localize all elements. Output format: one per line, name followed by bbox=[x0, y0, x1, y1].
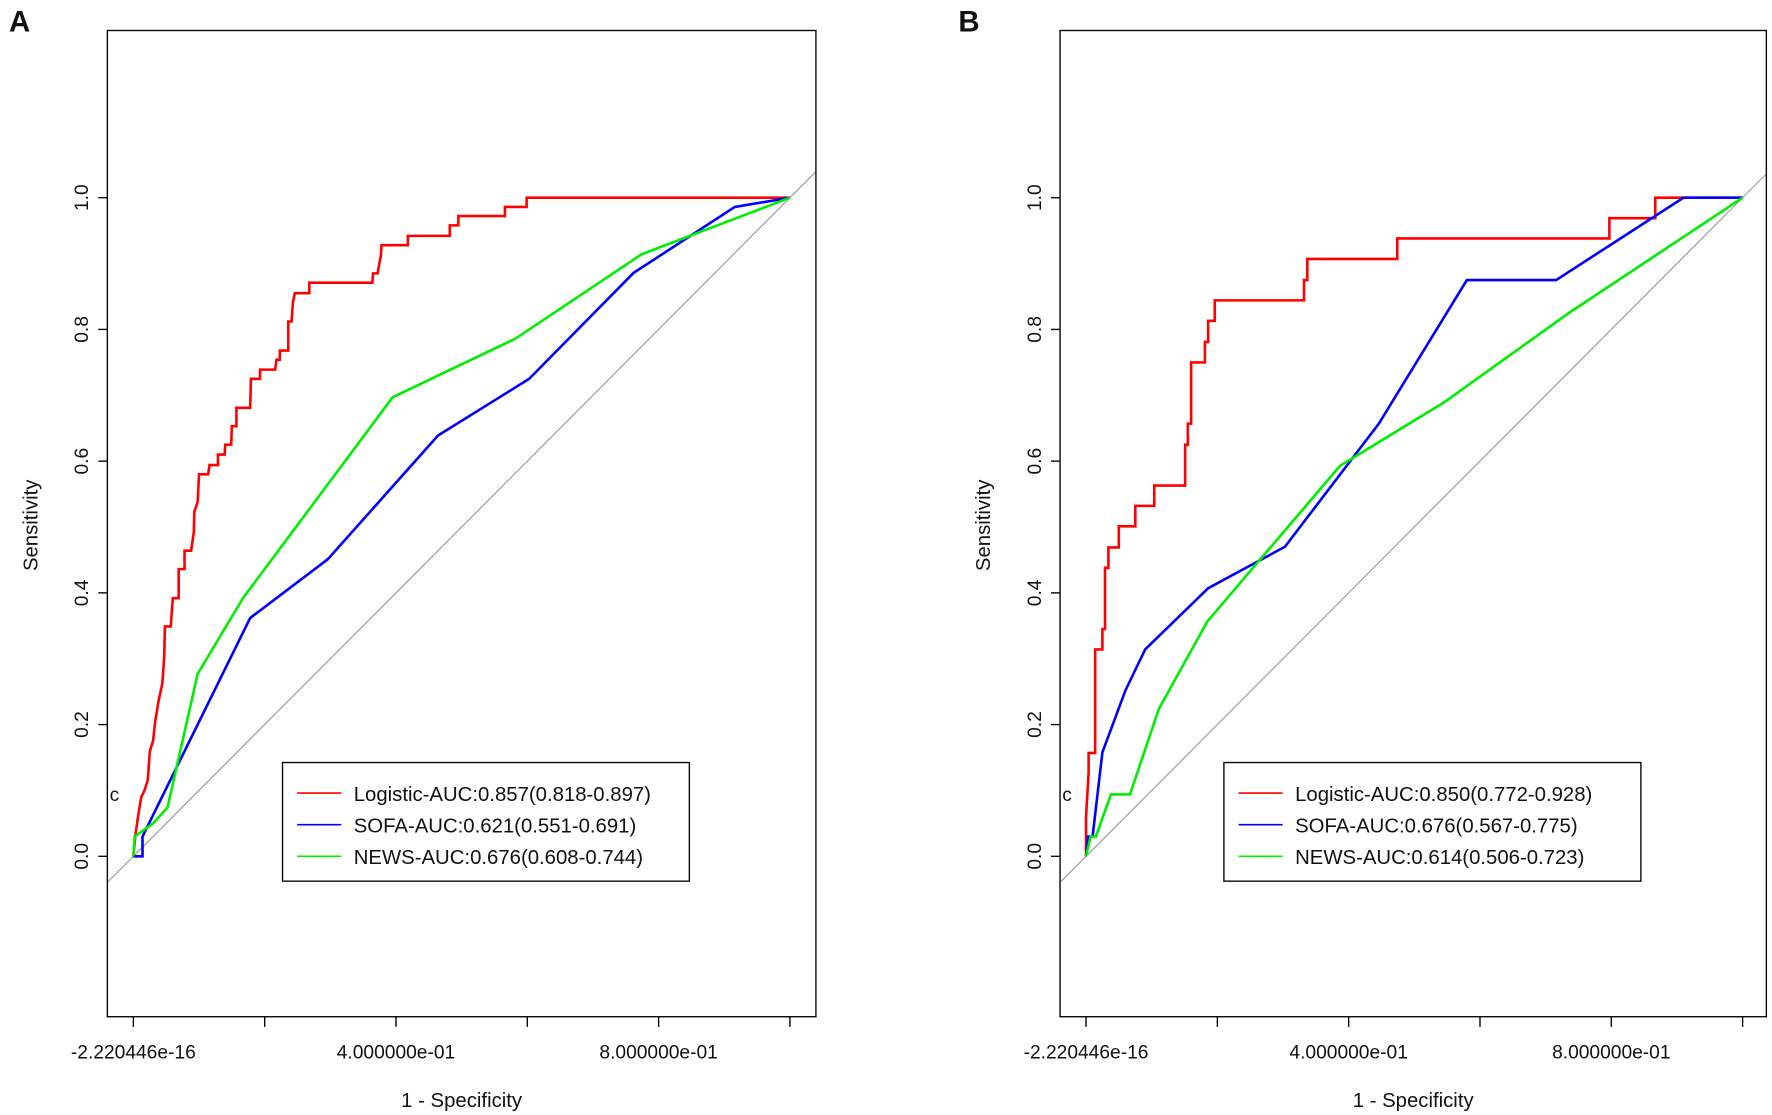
annotation-c: c bbox=[1062, 785, 1072, 806]
roc-curve-logistic bbox=[132, 196, 790, 857]
y-tick-label: 1.0 bbox=[72, 184, 93, 211]
x-tick-label: 4.000000e-01 bbox=[337, 1043, 455, 1064]
legend: Logistic-AUC:0.857(0.818-0.897) SOFA-AUC:… bbox=[281, 761, 691, 882]
panel-label: A bbox=[9, 6, 30, 39]
legend-entry: Logistic-AUC:0.850(0.772-0.928) bbox=[1295, 784, 1592, 806]
annotation-c: c bbox=[110, 785, 120, 806]
y-axis-label: Sensitivity bbox=[973, 479, 995, 571]
x-tick-label: -2.220446e-16 bbox=[1024, 1043, 1149, 1064]
y-tick-label: 0.2 bbox=[1025, 711, 1046, 738]
x-tick-label: -2.220446e-16 bbox=[71, 1043, 196, 1064]
y-tick-label: 1.0 bbox=[1025, 184, 1046, 211]
x-axis-label: 1 - Specificity bbox=[1353, 1090, 1475, 1112]
y-tick-label: 0.4 bbox=[1025, 579, 1046, 606]
legend-entry: NEWS-AUC:0.614(0.506-0.723) bbox=[1295, 847, 1584, 869]
legend-entry: Logistic-AUC:0.857(0.818-0.897) bbox=[354, 784, 651, 806]
roc-curve-logistic bbox=[1084, 196, 1743, 857]
legend-box bbox=[281, 761, 691, 882]
x-tick-label: 8.000000e-01 bbox=[1552, 1043, 1670, 1064]
y-tick-label: 0.8 bbox=[1025, 316, 1046, 343]
roc-curve-news bbox=[132, 196, 791, 857]
legend-entry: SOFA-AUC:0.676(0.567-0.775) bbox=[1295, 816, 1578, 838]
legend: Logistic-AUC:0.850(0.772-0.928) SOFA-AUC:… bbox=[1223, 761, 1642, 882]
y-tick-label: 0.2 bbox=[72, 711, 93, 738]
legend-box bbox=[1223, 761, 1642, 882]
x-tick-label: 8.000000e-01 bbox=[599, 1043, 717, 1064]
reference-diagonal bbox=[1060, 173, 1767, 884]
roc-curve-sofa bbox=[133, 196, 791, 858]
plot-frame bbox=[1059, 29, 1768, 1018]
y-tick-label: 0.6 bbox=[1025, 448, 1046, 475]
panel-b: B 0.0 0.2 0.4 0.6 0.8 1.0 -2.220446e-16 4.000000… bbox=[958, 6, 1768, 1112]
legend-entry: NEWS-AUC:0.676(0.608-0.744) bbox=[354, 847, 643, 869]
plot-frame bbox=[106, 29, 817, 1018]
roc-curve-news bbox=[1084, 196, 1744, 857]
panel-a: A 0.0 0.2 0.4 0.6 0.8 1.0 -2.220446e-16 4.000000… bbox=[9, 6, 817, 1112]
x-axis-label: 1 - Specificity bbox=[401, 1090, 523, 1112]
legend-entry: SOFA-AUC:0.621(0.551-0.691) bbox=[354, 816, 637, 838]
y-tick-label: 0.8 bbox=[72, 316, 93, 343]
reference-diagonal bbox=[107, 170, 816, 884]
y-tick-label: 0.0 bbox=[72, 843, 93, 870]
y-axis-label: Sensitivity bbox=[20, 479, 42, 571]
panel-label: B bbox=[958, 6, 979, 39]
y-tick-label: 0.4 bbox=[72, 579, 93, 606]
y-tick-label: 0.6 bbox=[72, 448, 93, 475]
y-tick-label: 0.0 bbox=[1025, 843, 1046, 870]
x-tick-label: 4.000000e-01 bbox=[1289, 1043, 1407, 1064]
